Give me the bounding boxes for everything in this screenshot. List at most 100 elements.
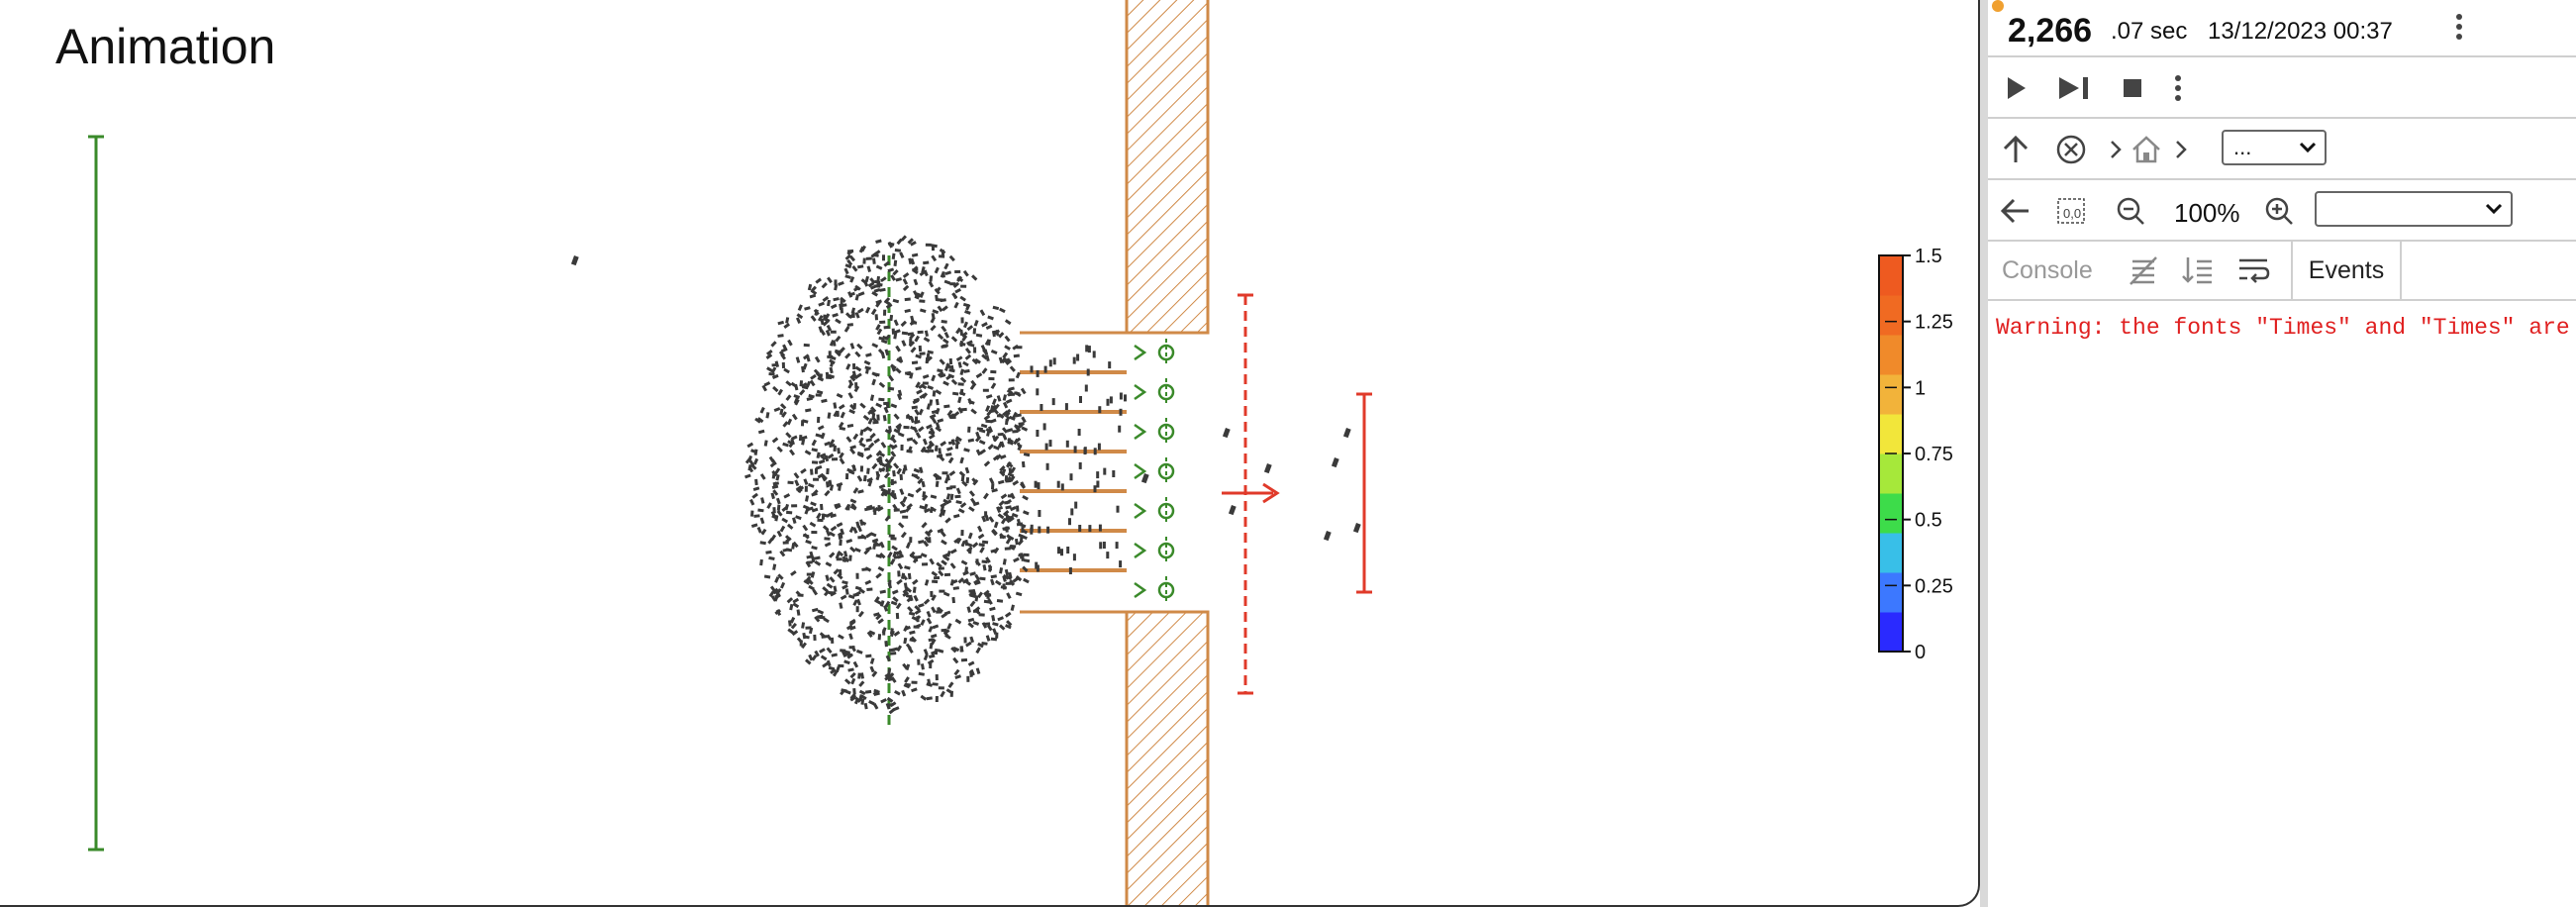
pedestrian-agent (865, 353, 872, 357)
pedestrian-agent (909, 630, 916, 635)
pedestrian-agent (829, 439, 836, 446)
pedestrian-agent (808, 654, 814, 661)
pedestrian-agent (792, 602, 800, 609)
pedestrian-agent (931, 606, 937, 614)
pedestrian-agent (1004, 568, 1010, 576)
pedestrian-agent (833, 568, 840, 575)
home-icon[interactable] (2129, 133, 2164, 166)
pedestrian-agent (843, 659, 850, 665)
pedestrian-agent (828, 591, 835, 595)
pedestrian-agent (930, 590, 934, 598)
pedestrian-agent (1004, 335, 1011, 343)
pedestrian-agent (776, 530, 783, 538)
wrap-icon[interactable] (2235, 253, 2271, 287)
pedestrian-agent (1077, 429, 1081, 436)
pedestrian-agent (942, 380, 949, 386)
tab-events[interactable]: Events (2291, 242, 2402, 299)
tab-console[interactable]: Console (2002, 256, 2093, 284)
pedestrian-agent (937, 305, 943, 313)
pedestrian-agent (951, 292, 958, 299)
pedestrian-agent (929, 413, 937, 420)
pedestrian-agent (1112, 470, 1116, 477)
close-circle-icon[interactable] (2053, 133, 2089, 166)
pedestrian-agent (889, 314, 894, 322)
pedestrian-agent (890, 403, 898, 409)
pedestrian-agent (777, 388, 783, 396)
pedestrian-agent (969, 571, 976, 576)
pedestrian-agent (885, 655, 891, 662)
play-icon[interactable] (1998, 71, 2033, 105)
pedestrian-agent (979, 309, 986, 317)
pedestrian-agent (842, 584, 848, 590)
pedestrian-agent (765, 550, 772, 554)
pedestrian-agent (953, 537, 960, 544)
pedestrian-agent (852, 433, 859, 441)
stop-icon[interactable] (2115, 71, 2150, 105)
pedestrian-agent (952, 513, 960, 519)
pedestrian-agent (754, 417, 761, 424)
pedestrian-agent (945, 473, 950, 481)
clear-filter-icon[interactable] (2127, 253, 2162, 287)
pedestrian-agent (765, 353, 773, 359)
sort-icon[interactable] (2180, 253, 2216, 287)
zoom-out-icon[interactable] (2113, 194, 2148, 228)
pedestrian-agent (1092, 351, 1096, 358)
pedestrian-agent (822, 525, 830, 532)
kebab-vertical-icon[interactable] (2441, 10, 2477, 44)
panel-splitter[interactable] (1980, 0, 1988, 907)
pedestrian-agent (913, 467, 921, 473)
pedestrian-agent (858, 587, 865, 594)
pedestrian-agent (1020, 553, 1024, 559)
pedestrian-agent (966, 325, 974, 332)
animation-canvas[interactable]: Animation 1.5 1.25 1 0.75 0.5 0.25 0 (0, 0, 1980, 907)
pedestrian-agent (929, 275, 934, 282)
pedestrian-agent (959, 646, 963, 653)
pedestrian-agent (1066, 547, 1070, 554)
pedestrian-agent (928, 449, 935, 453)
pedestrian-agent (840, 688, 846, 696)
arrow-left-icon[interactable] (1998, 194, 2033, 228)
pedestrian-agent (954, 269, 961, 274)
pedestrian-agent (807, 482, 815, 488)
arrow-up-icon[interactable] (1998, 133, 2033, 166)
pedestrian-agent (909, 320, 917, 326)
pedestrian-agent (818, 301, 825, 307)
pedestrian-agent (964, 309, 971, 315)
pedestrian-agent (954, 287, 961, 294)
pedestrian-agent (911, 615, 919, 622)
pedestrian-agent (897, 432, 905, 438)
pedestrian-agent (880, 339, 888, 345)
pedestrian-agent (1007, 472, 1015, 478)
pedestrian-agent (848, 312, 855, 319)
step-forward-icon[interactable] (2055, 71, 2091, 105)
simulation-scene[interactable]: 1.5 1.25 1 0.75 0.5 0.25 0 (0, 0, 1980, 907)
pedestrian-agent (983, 460, 991, 467)
pedestrian-agent (829, 552, 836, 558)
pedestrian-agent (1006, 428, 1014, 433)
pedestrian-agent (926, 444, 934, 451)
legend-color-band (1879, 295, 1903, 336)
pedestrian-agent (938, 448, 942, 454)
pedestrian-agent (868, 700, 875, 706)
pedestrian-agent (850, 645, 856, 653)
pedestrian-agent (996, 395, 1002, 402)
pedestrian-agent (883, 489, 889, 497)
pedestrian-agent (782, 548, 790, 553)
pedestrian-agent (844, 503, 850, 511)
pedestrian-agent (893, 428, 901, 435)
kebab-vertical-icon[interactable] (2160, 71, 2196, 105)
pedestrian-agent (790, 622, 798, 630)
pedestrian-agent (993, 403, 1000, 411)
breadcrumb-select[interactable]: ... (2222, 130, 2327, 165)
zoom-view-select[interactable] (2315, 191, 2513, 227)
pedestrian-agent (775, 588, 782, 595)
pedestrian-agent (878, 336, 885, 341)
pedestrian-agent (993, 329, 1001, 336)
zoom-fit-icon[interactable]: 0,0 (2053, 194, 2089, 228)
pedestrian-agent (961, 577, 969, 584)
pedestrian-agent (1040, 404, 1043, 411)
zoom-in-icon[interactable] (2261, 194, 2297, 228)
pedestrian-agent (819, 373, 823, 380)
pedestrian-agent (878, 397, 885, 402)
pedestrian-agent (901, 331, 909, 336)
